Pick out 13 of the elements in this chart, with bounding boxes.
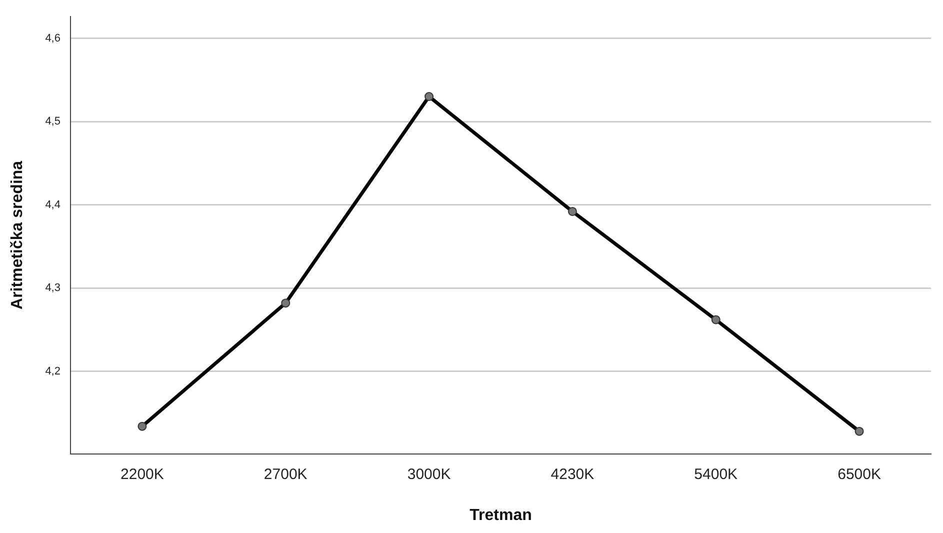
x-tick-label: 2700K bbox=[264, 466, 308, 483]
y-tick-label: 4,5 bbox=[45, 116, 60, 128]
x-tick-label: 2200K bbox=[120, 466, 164, 483]
y-tick-label: 4,3 bbox=[45, 282, 60, 294]
x-tick-label: 6500K bbox=[838, 466, 881, 483]
x-axis-title: Tretman bbox=[470, 506, 532, 524]
x-tick-label: 5400K bbox=[694, 466, 738, 483]
x-tick-label: 4230K bbox=[550, 466, 594, 483]
y-tick-label: 4,4 bbox=[45, 198, 60, 211]
y-tick-label: 4,6 bbox=[45, 32, 60, 44]
x-tick-label: 3000K bbox=[407, 466, 451, 483]
y-tick-label: 4,2 bbox=[45, 365, 60, 378]
y-axis-title: Aritmetička sredina bbox=[9, 160, 26, 310]
